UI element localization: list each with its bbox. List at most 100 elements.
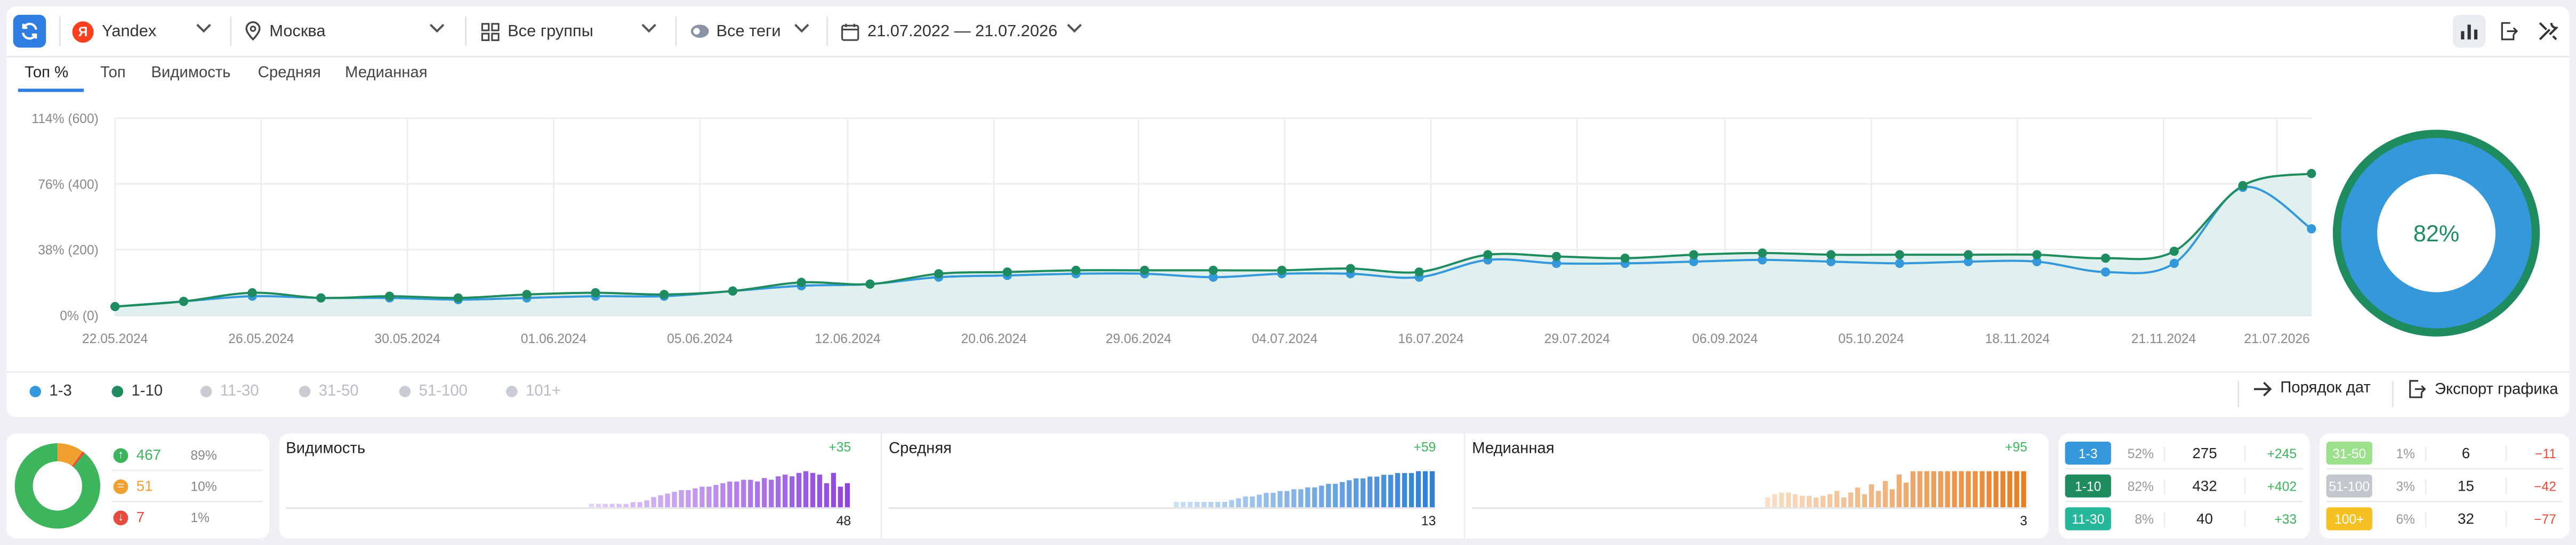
data-point[interactable] xyxy=(1895,258,1904,268)
data-point[interactable] xyxy=(728,286,738,296)
mini-bar xyxy=(1284,491,1290,508)
data-point[interactable] xyxy=(2169,258,2179,268)
data-point[interactable] xyxy=(1551,251,1561,262)
legend-item-11-30[interactable]: 11-30 xyxy=(200,383,259,401)
data-point[interactable] xyxy=(2307,224,2316,234)
data-point[interactable] xyxy=(1002,267,1012,277)
data-point[interactable] xyxy=(2307,169,2316,178)
data-point[interactable] xyxy=(2169,247,2179,256)
data-point[interactable] xyxy=(316,293,326,303)
data-point[interactable] xyxy=(453,293,463,303)
data-point[interactable] xyxy=(659,290,669,299)
data-point[interactable] xyxy=(1071,265,1081,275)
tab-top[interactable]: Топ xyxy=(100,64,126,83)
engine-select[interactable]: Я Yandex xyxy=(72,6,156,55)
legend-label: 31-50 xyxy=(318,383,359,401)
chart-view-button[interactable] xyxy=(2452,14,2486,48)
mini-chart-0: Видимость +35 48 xyxy=(279,434,864,539)
tags-icon xyxy=(690,25,709,38)
data-point[interactable] xyxy=(1826,257,1836,266)
date-range-select[interactable]: 21.07.2022 — 21.07.2026 xyxy=(841,6,1057,55)
mini-chart-delta: +35 xyxy=(828,440,851,455)
range-row-31-50: 31-50 1% 6 −11 xyxy=(2326,438,2563,470)
range-badge: 31-50 xyxy=(2326,441,2372,465)
mini-bar xyxy=(720,483,726,508)
data-point[interactable] xyxy=(1277,265,1287,275)
data-point[interactable] xyxy=(2032,257,2042,266)
data-point[interactable] xyxy=(1414,267,1424,277)
mini-bar xyxy=(1312,487,1317,508)
settings-button[interactable] xyxy=(2532,15,2565,48)
mini-bar xyxy=(616,503,622,508)
data-point[interactable] xyxy=(796,278,806,287)
tab-average[interactable]: Средняя xyxy=(257,64,321,83)
legend-item-51-100[interactable]: 51-100 xyxy=(399,383,468,401)
mini-bar xyxy=(741,479,746,508)
summary-donut xyxy=(14,443,100,529)
mini-bar xyxy=(651,497,656,508)
y-tick-label: 0% (0) xyxy=(60,309,99,323)
legend-item-1-10[interactable]: 1-10 xyxy=(111,383,163,401)
legend-swatch xyxy=(111,386,124,397)
data-point[interactable] xyxy=(1758,248,1767,258)
chevron-down-icon[interactable] xyxy=(429,20,445,36)
data-point[interactable] xyxy=(1963,257,1973,266)
mini-bar xyxy=(1388,475,1394,508)
groups-select[interactable]: Все группы xyxy=(481,6,593,55)
mini-bar xyxy=(672,492,677,508)
tab-visibility[interactable]: Видимость xyxy=(151,64,231,83)
data-point[interactable] xyxy=(385,291,395,301)
refresh-button[interactable] xyxy=(13,14,46,48)
data-point[interactable] xyxy=(591,288,600,298)
date-order-button[interactable]: Порядок дат xyxy=(2252,379,2371,397)
tab-median[interactable]: Медианная xyxy=(345,64,428,83)
x-tick-label: 05.10.2024 xyxy=(1838,332,1904,346)
data-point[interactable] xyxy=(110,302,120,312)
export-button[interactable] xyxy=(2492,15,2525,48)
data-point[interactable] xyxy=(1895,250,1904,259)
data-point[interactable] xyxy=(2100,267,2111,277)
tags-select[interactable]: Все теги xyxy=(690,6,781,55)
legend-item-31-50[interactable]: 31-50 xyxy=(299,383,359,401)
data-point[interactable] xyxy=(522,290,532,299)
data-point[interactable] xyxy=(2100,253,2111,263)
mini-bar xyxy=(1243,496,1248,508)
mini-bar xyxy=(1938,471,1943,508)
data-point[interactable] xyxy=(1483,250,1493,259)
data-point[interactable] xyxy=(1620,253,1630,263)
data-point[interactable] xyxy=(1963,250,1973,259)
data-point[interactable] xyxy=(1689,250,1698,259)
data-point[interactable] xyxy=(1826,250,1836,259)
mini-bar xyxy=(1354,478,1359,508)
data-point[interactable] xyxy=(1551,258,1561,268)
data-point[interactable] xyxy=(1140,265,1149,275)
data-point[interactable] xyxy=(1346,264,1355,273)
legend-item-1-3[interactable]: 1-3 xyxy=(29,383,72,401)
data-point[interactable] xyxy=(2032,250,2042,259)
data-point[interactable] xyxy=(247,288,257,298)
data-point[interactable] xyxy=(934,269,944,279)
data-point[interactable] xyxy=(1209,265,1218,275)
region-select[interactable]: Москва xyxy=(245,6,326,55)
mini-bar xyxy=(1257,494,1262,508)
data-point[interactable] xyxy=(179,297,189,306)
tab-top-percent[interactable]: Топ % xyxy=(25,64,69,83)
mini-bar xyxy=(1429,471,1435,508)
export-chart-button[interactable]: Экспорт графика xyxy=(2407,379,2558,399)
chevron-down-icon[interactable] xyxy=(641,20,657,36)
data-point[interactable] xyxy=(2238,181,2248,191)
data-point[interactable] xyxy=(1209,272,1218,282)
mini-bar xyxy=(1834,491,1840,508)
summary-card: ↑ 467 89% = 51 10% ↓ 7 1% xyxy=(6,433,270,539)
data-point[interactable] xyxy=(1758,255,1767,265)
chevron-down-icon[interactable] xyxy=(196,20,212,36)
range-percent: 6% xyxy=(2372,511,2427,526)
chevron-down-icon[interactable] xyxy=(793,20,810,36)
data-point[interactable] xyxy=(865,279,875,289)
legend-item-101+[interactable]: 101+ xyxy=(506,383,561,401)
chevron-down-icon[interactable] xyxy=(1066,20,1083,36)
data-point[interactable] xyxy=(1689,257,1698,266)
mini-bar xyxy=(1889,489,1895,508)
mini-bar xyxy=(609,503,615,508)
range-badge: 1-10 xyxy=(2065,474,2111,498)
